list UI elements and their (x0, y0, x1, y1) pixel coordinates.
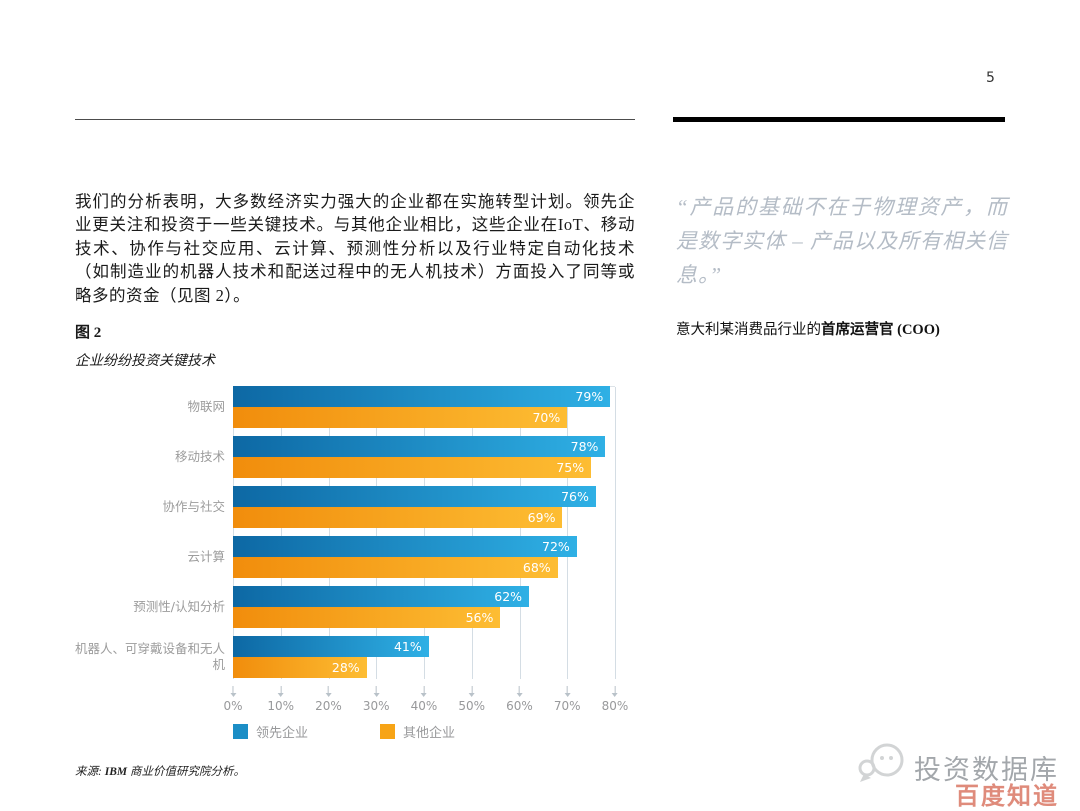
left-column: 我们的分析表明，大多数经济实力强大的企业都在实施转型计划。领先企业更关注和投资于… (75, 190, 635, 779)
x-tick: 50% (458, 686, 485, 713)
attribution-text: 意大利某消费品行业的 (676, 322, 821, 339)
chart-legend: 领先企业 其他企业 (233, 722, 620, 741)
x-tick: 80% (602, 686, 628, 713)
legend-item: 领先企业 (233, 722, 308, 741)
bar-领先企业: 41% (233, 636, 429, 658)
gridline (567, 387, 569, 680)
bar-领先企业: 62% (233, 586, 530, 608)
legend-swatch (380, 724, 396, 740)
source-note: 来源: IBM 商业价值研究院分析。 (75, 763, 635, 779)
bar-领先企业: 76% (233, 486, 596, 508)
quote-attribution: 意大利某消费品行业的首席运营官 (COO) (676, 318, 1008, 339)
legend-swatch (233, 724, 248, 740)
chart-row: 云计算 72% 68% (75, 536, 620, 579)
x-tick: 0% (223, 686, 243, 713)
gridline (328, 387, 330, 680)
gridline (471, 387, 473, 680)
chat-bubbles-icon (858, 743, 904, 782)
source-org: IBM (104, 766, 128, 779)
x-tick: 60% (506, 686, 533, 713)
x-tick: 40% (411, 686, 437, 713)
bar-其他企业: 69% (233, 507, 563, 529)
source-prefix: 来源: (75, 766, 105, 779)
category-label: 机器人、可穿戴设备和无人机 (75, 640, 226, 673)
figure-subtitle: 企业纷纷投资关键技术 (75, 354, 215, 370)
gridline (424, 387, 425, 680)
x-tick: 10% (267, 686, 294, 713)
x-tick: 20% (315, 686, 342, 713)
chart-row: 物联网 79% 70% (75, 386, 620, 429)
category-label: 协作与社交 (162, 498, 225, 514)
bar-领先企业: 72% (233, 536, 577, 558)
body-paragraph: 我们的分析表明，大多数经济实力强大的企业都在实施转型计划。领先企业更关注和投资于… (75, 192, 635, 305)
chart-row: 机器人、可穿戴设备和无人机 41% 28% (75, 636, 620, 679)
bar-其他企业: 75% (233, 457, 592, 479)
page-number: 5 (986, 70, 995, 86)
chart-row: 移动技术 78% 75% (75, 436, 620, 479)
chart-row: 协作与社交 76% 69% (75, 486, 620, 529)
category-label: 物联网 (187, 398, 225, 414)
header-rule-left (75, 119, 635, 120)
gridline (233, 387, 234, 680)
category-label: 云计算 (187, 548, 225, 564)
legend-item: 其他企业 (380, 722, 455, 741)
category-label: 移动技术 (174, 448, 225, 464)
bar-领先企业: 79% (233, 386, 611, 408)
watermark: 投资数据库 (858, 742, 1059, 787)
x-tick: 70% (554, 686, 581, 713)
bar-chart: 物联网 79% 70% 移动技术 78% 75% 协作与社交 76% 69% 云计算 72% 68% 预… (75, 386, 628, 741)
bar-其他企业: 70% (233, 407, 568, 429)
legend-label: 其他企业 (403, 726, 456, 742)
bar-其他企业: 68% (233, 557, 558, 579)
source-rest: 商业价值研究院分析。 (127, 766, 245, 779)
category-label: 预测性/认知分析 (133, 598, 225, 614)
figure-label: 图 2 (75, 325, 102, 342)
gridline (376, 387, 378, 680)
x-tick: 30% (363, 686, 390, 713)
watermark-brand: 投资数据库 (914, 755, 1059, 786)
bar-领先企业: 78% (233, 436, 606, 458)
gridline (519, 387, 521, 680)
header-rule-right (673, 117, 1005, 122)
legend-label: 领先企业 (256, 726, 309, 742)
attribution-title: 首席运营官 (COO) (821, 322, 940, 339)
watermark-badge: 百度知道 (955, 782, 1059, 810)
gridline (615, 387, 616, 680)
gridline (280, 387, 282, 680)
bar-其他企业: 28% (233, 657, 367, 679)
chart-x-axis: 0% 10% 20% 30% 40% 50% 60% 70% 80% (223, 686, 628, 716)
chart-row: 预测性/认知分析 62% 56% (75, 586, 620, 629)
chart-rows: 物联网 79% 70% 移动技术 78% 75% 协作与社交 76% 69% 云计算 72% 68% 预… (75, 386, 620, 679)
bar-其他企业: 56% (233, 607, 501, 629)
pull-quote: “产品的基础不在于物理资产，而是数字实体 – 产品以及所有相关信息。” (676, 195, 1008, 288)
right-column: “产品的基础不在于物理资产，而是数字实体 – 产品以及所有相关信息。” 意大利某… (676, 190, 1008, 339)
